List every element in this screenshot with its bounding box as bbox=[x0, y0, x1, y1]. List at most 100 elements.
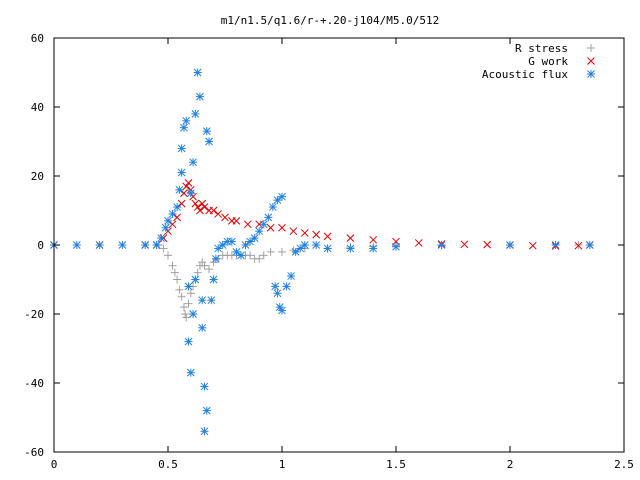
data-point-series-2 bbox=[255, 227, 264, 236]
y-tick-label: -60 bbox=[24, 446, 44, 459]
data-point-series-2 bbox=[177, 168, 186, 177]
data-point-series-2 bbox=[506, 241, 514, 249]
y-tick-label: 40 bbox=[31, 101, 44, 114]
x-tick-label: 0.5 bbox=[158, 458, 178, 471]
data-point-series-2 bbox=[273, 196, 282, 205]
data-point-series-2 bbox=[152, 241, 161, 249]
data-point-series-2 bbox=[287, 272, 296, 281]
data-point-series-2 bbox=[236, 251, 245, 260]
data-point-series-0 bbox=[200, 261, 209, 270]
data-point-series-2 bbox=[164, 216, 172, 225]
data-point-series-0 bbox=[159, 244, 168, 253]
data-point-series-2 bbox=[209, 275, 218, 284]
data-point-series-2 bbox=[227, 237, 236, 246]
chart-title: m1/n1.5/q1.6/r-+.20-j104/M5.0/512 bbox=[221, 14, 440, 27]
legend-label: R stress bbox=[515, 42, 568, 55]
data-point-series-2 bbox=[168, 209, 177, 218]
data-point-series-2 bbox=[323, 244, 332, 253]
axes-layer: 0 0.5 1 1.5 2 2.5 -60 -40 -20 0 20 40 60 bbox=[24, 32, 634, 471]
data-point-series-2 bbox=[202, 406, 211, 415]
data-point-series-2 bbox=[95, 241, 104, 249]
data-point-series-0 bbox=[198, 258, 207, 267]
data-point-series-1 bbox=[574, 241, 583, 250]
data-point-series-0 bbox=[170, 268, 179, 277]
data-point-series-2 bbox=[205, 137, 214, 146]
data-point-series-2 bbox=[173, 203, 182, 212]
data-point-series-1 bbox=[483, 240, 492, 249]
data-point-series-2 bbox=[72, 241, 81, 249]
points-layer bbox=[50, 68, 594, 436]
data-point-series-2 bbox=[189, 158, 198, 167]
data-point-series-1 bbox=[221, 213, 229, 222]
data-point-series-2 bbox=[278, 306, 286, 315]
data-point-series-1 bbox=[180, 189, 188, 198]
data-point-series-2 bbox=[207, 296, 216, 305]
data-point-series-1 bbox=[177, 199, 186, 208]
data-point-series-1 bbox=[209, 206, 218, 215]
data-point-series-1 bbox=[184, 179, 193, 187]
data-point-series-0 bbox=[164, 251, 172, 260]
data-point-series-0 bbox=[255, 254, 264, 263]
data-point-series-2 bbox=[259, 220, 268, 229]
data-point-series-0 bbox=[181, 310, 190, 318]
data-point-series-2 bbox=[193, 68, 202, 77]
data-point-series-2 bbox=[175, 185, 184, 194]
data-point-series-1 bbox=[369, 235, 378, 244]
data-point-series-2 bbox=[202, 127, 211, 136]
data-point-series-0 bbox=[278, 247, 286, 256]
x-tick-label: 2 bbox=[507, 458, 514, 471]
data-point-series-2 bbox=[184, 282, 193, 291]
data-point-series-1 bbox=[232, 216, 241, 225]
data-point-series-2 bbox=[182, 116, 191, 125]
data-point-series-2 bbox=[195, 92, 204, 101]
data-point-series-2 bbox=[271, 282, 280, 291]
data-point-series-1 bbox=[182, 182, 191, 191]
data-point-series-1 bbox=[193, 203, 202, 211]
data-point-series-2 bbox=[291, 247, 300, 256]
legend-label: G work bbox=[528, 55, 568, 68]
legend-marker bbox=[587, 44, 595, 52]
data-point-series-2 bbox=[264, 213, 273, 222]
data-point-series-2 bbox=[198, 323, 207, 332]
data-point-series-2 bbox=[232, 247, 241, 256]
data-point-series-2 bbox=[585, 241, 594, 249]
data-point-series-2 bbox=[200, 382, 209, 391]
data-point-series-1 bbox=[198, 199, 207, 208]
data-point-series-0 bbox=[175, 285, 184, 294]
data-point-series-0 bbox=[179, 303, 188, 312]
data-point-series-2 bbox=[179, 123, 188, 132]
data-point-series-2 bbox=[246, 237, 255, 246]
data-point-series-2 bbox=[157, 234, 166, 243]
data-point-series-2 bbox=[551, 241, 560, 249]
data-point-series-1 bbox=[191, 199, 200, 208]
data-point-series-1 bbox=[460, 240, 469, 249]
data-point-series-2 bbox=[346, 244, 355, 253]
data-point-series-1 bbox=[312, 230, 321, 239]
data-point-series-1 bbox=[196, 206, 204, 215]
data-point-series-2 bbox=[296, 244, 305, 253]
x-tick-label: 1.5 bbox=[386, 458, 406, 471]
data-point-series-0 bbox=[184, 299, 193, 308]
data-point-series-2 bbox=[392, 242, 400, 251]
data-point-series-1 bbox=[346, 234, 355, 242]
data-point-series-0 bbox=[246, 251, 255, 260]
data-point-series-2 bbox=[300, 241, 309, 249]
data-point-series-2 bbox=[198, 296, 207, 305]
data-point-series-2 bbox=[278, 192, 286, 201]
data-point-series-0 bbox=[168, 261, 177, 270]
data-point-series-2 bbox=[189, 310, 198, 318]
data-point-series-0 bbox=[177, 292, 186, 301]
data-point-series-2 bbox=[282, 282, 291, 291]
data-point-series-0 bbox=[205, 265, 214, 274]
data-point-series-2 bbox=[369, 244, 378, 253]
data-point-series-2 bbox=[161, 223, 170, 232]
data-point-series-0 bbox=[259, 251, 268, 260]
data-point-series-1 bbox=[168, 220, 177, 229]
data-point-series-0 bbox=[193, 268, 202, 277]
data-point-series-0 bbox=[266, 247, 275, 256]
data-point-series-2 bbox=[437, 241, 446, 249]
data-point-series-0 bbox=[182, 313, 191, 322]
data-point-series-2 bbox=[186, 368, 195, 377]
data-point-series-1 bbox=[243, 220, 252, 229]
